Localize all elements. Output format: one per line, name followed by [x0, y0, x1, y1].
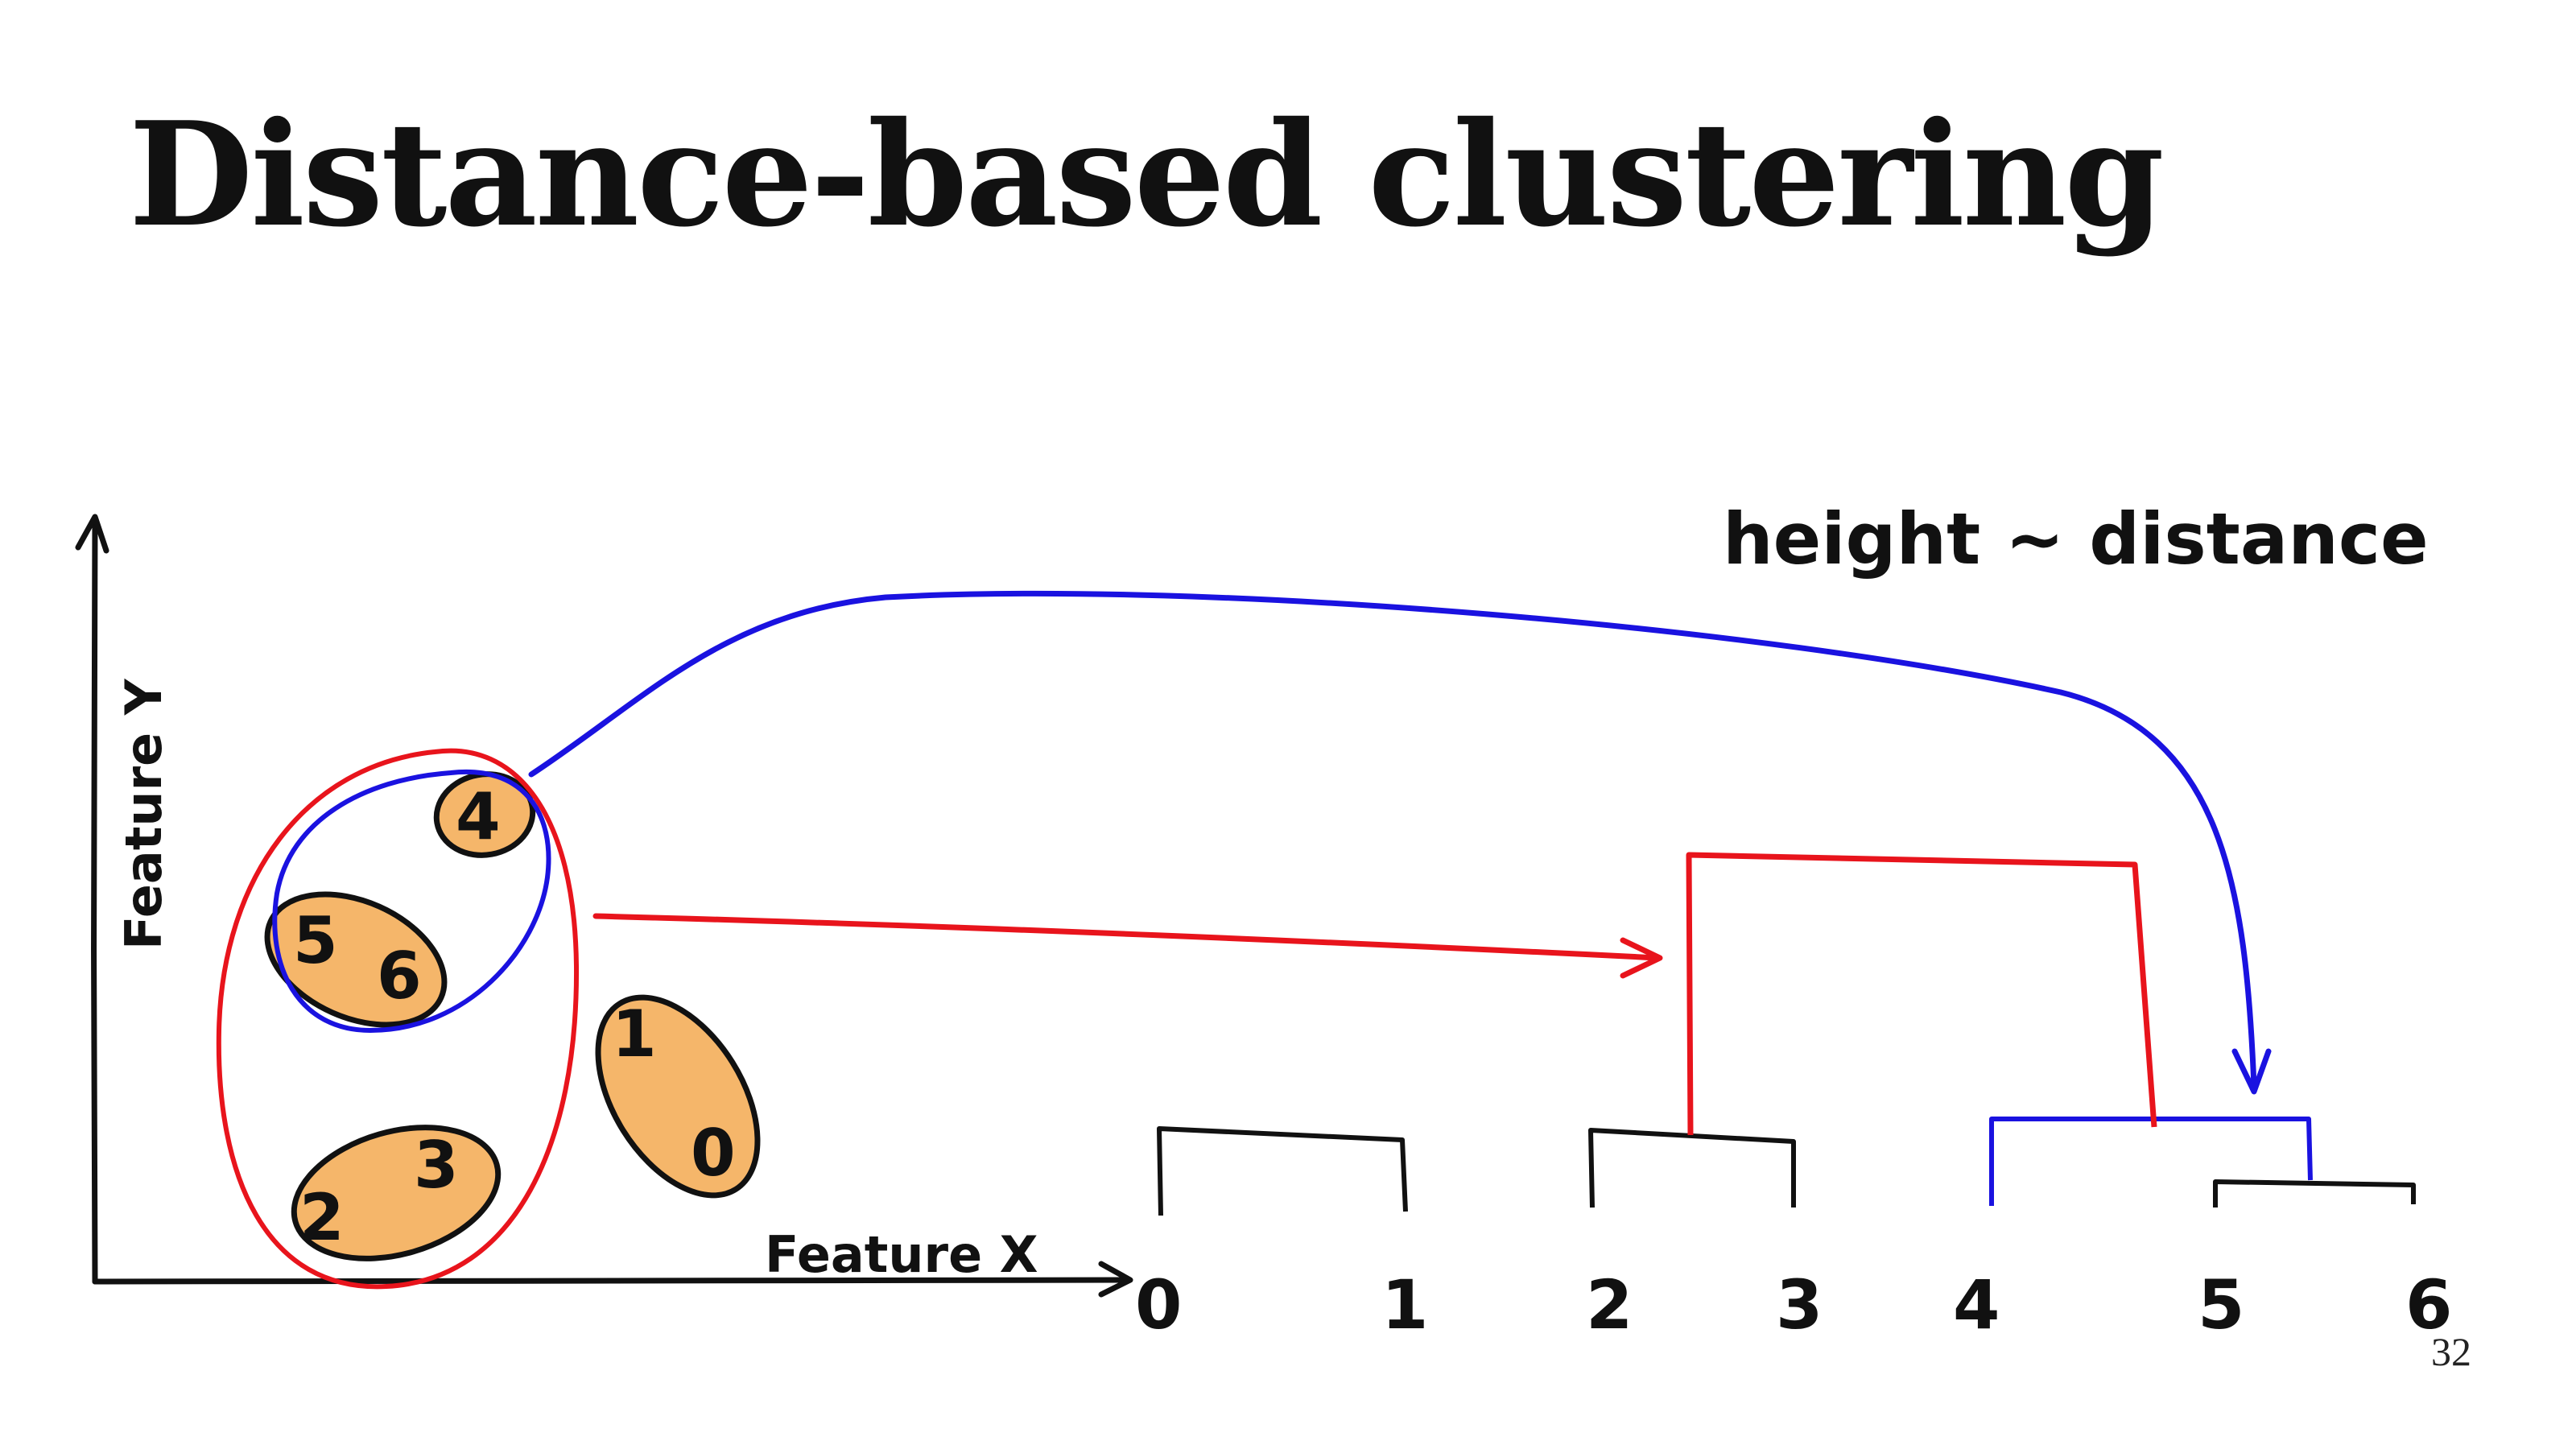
cluster-1-0: 1 0	[595, 994, 761, 1199]
red-connector-arrow	[592, 913, 1662, 961]
cluster-4: 4	[433, 771, 536, 858]
x-axis-label-text: Feature X	[765, 1225, 1038, 1284]
merge-23-456	[1686, 852, 2157, 1136]
y-axis	[91, 516, 98, 1285]
y-axis-arrowhead	[75, 514, 109, 554]
merge-0-1	[1157, 1126, 1408, 1216]
page-number: 32	[2431, 1329, 2471, 1374]
cluster-blob	[264, 891, 448, 1028]
point-label: 2	[299, 1180, 345, 1255]
merge-5-6	[2213, 1179, 2416, 1208]
red-connector-arrowhead	[1620, 937, 1663, 979]
merge-2-3	[1588, 1128, 1796, 1208]
point-label: 4	[456, 779, 501, 854]
x-axis	[92, 1277, 1130, 1286]
point-label: 0	[691, 1116, 736, 1191]
blue-connector-arrowhead	[2231, 1048, 2272, 1095]
dendrogram-leaf-labels: 0 1 2 3 4 5 6	[1135, 1265, 2452, 1344]
dendrogram	[1157, 852, 2416, 1216]
point-label: 6	[377, 939, 422, 1013]
cluster-5-6: 5 6	[264, 891, 448, 1028]
cluster-2-3: 2 3	[291, 1125, 502, 1261]
cluster-blob	[291, 1125, 502, 1261]
scatter-clusters: 1 0 2 3 5 6 4	[264, 771, 761, 1261]
scatter-axes: Feature Y Feature X	[75, 514, 1133, 1298]
x-axis-arrowhead	[1098, 1261, 1133, 1298]
point-label: 1	[612, 997, 657, 1071]
leaf-label: 5	[2198, 1265, 2244, 1344]
merge-4-56	[1989, 1117, 2313, 1206]
leaf-label: 2	[1586, 1265, 1633, 1344]
slide-title: Distance-based clustering	[129, 90, 2165, 258]
leaf-label: 4	[1953, 1265, 2000, 1344]
height-distance-annotation: height ~ distance	[1723, 497, 2429, 580]
leaf-label: 6	[2405, 1265, 2452, 1344]
leaf-label: 1	[1381, 1265, 1428, 1344]
cluster-blob	[595, 994, 761, 1199]
y-axis-label-text: Feature Y	[114, 678, 173, 950]
leaf-label: 0	[1135, 1265, 1182, 1344]
cluster-blob	[433, 771, 536, 858]
blue-cluster-outline	[272, 769, 551, 1034]
blue-connector-arrow	[528, 590, 2257, 1090]
leaf-label: 3	[1776, 1265, 1823, 1344]
point-label: 3	[414, 1128, 459, 1203]
red-cluster-outline	[216, 748, 580, 1290]
point-label: 5	[293, 903, 338, 978]
